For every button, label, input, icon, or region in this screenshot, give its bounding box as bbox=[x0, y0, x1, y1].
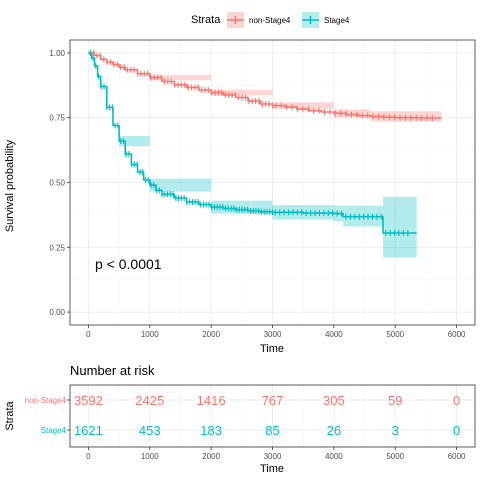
risk-cell-non-stage4: 305 bbox=[323, 393, 345, 408]
x-tick-label: 3000 bbox=[264, 330, 282, 339]
risk-table-x-ticks: 0 1000 2000 3000 4000 5000 6000 bbox=[86, 447, 466, 461]
risk-x-tick-label: 3000 bbox=[264, 452, 282, 461]
risk-x-tick-label: 5000 bbox=[386, 452, 404, 461]
y-tick-label: 1.00 bbox=[49, 49, 65, 58]
risk-cell-stage4: 85 bbox=[265, 423, 279, 438]
x-axis-title: Time bbox=[260, 343, 284, 355]
risk-cell-non-stage4: 1416 bbox=[197, 393, 226, 408]
legend-label-stage4: Stage4 bbox=[324, 16, 350, 25]
risk-cell-stage4: 3 bbox=[392, 423, 399, 438]
risk-table-row-labels: non-Stage4 Stage4 bbox=[25, 396, 70, 435]
risk-table-cells: 3592 2425 1416 767 305 59 0 1621 453 183 85 26 3 0 bbox=[74, 393, 460, 438]
x-tick-label: 2000 bbox=[202, 330, 220, 339]
risk-cell-stage4: 453 bbox=[139, 423, 161, 438]
risk-cell-stage4: 1621 bbox=[74, 423, 103, 438]
x-axis-ticks: 0 1000 2000 3000 4000 5000 6000 bbox=[86, 325, 466, 339]
censor-marks bbox=[89, 49, 434, 237]
risk-x-tick-label: 6000 bbox=[448, 452, 466, 461]
risk-cell-stage4: 183 bbox=[200, 423, 222, 438]
risk-x-tick-label: 2000 bbox=[202, 452, 220, 461]
legend-title: Strata bbox=[191, 14, 221, 26]
legend-label-non-stage4: non-Stage4 bbox=[249, 16, 291, 25]
y-axis-ticks: 0.00 0.25 0.50 0.75 1.00 bbox=[49, 49, 70, 317]
risk-table-x-title: Time bbox=[260, 463, 284, 475]
y-tick-label: 0.25 bbox=[49, 243, 65, 252]
risk-cell-non-stage4: 767 bbox=[262, 393, 284, 408]
risk-x-tick-label: 1000 bbox=[141, 452, 159, 461]
risk-x-tick-label: 4000 bbox=[325, 452, 343, 461]
risk-row-label: non-Stage4 bbox=[25, 396, 67, 405]
confidence-bands bbox=[88, 53, 442, 258]
x-tick-label: 1000 bbox=[141, 330, 159, 339]
x-tick-label: 6000 bbox=[448, 330, 466, 339]
y-tick-label: 0.00 bbox=[49, 308, 65, 317]
legend: Strata non-Stage4 Stage4 bbox=[191, 12, 350, 28]
risk-table-title: Number at risk bbox=[70, 363, 155, 378]
risk-row-label: Stage4 bbox=[41, 426, 67, 435]
risk-table-y-title: Strata bbox=[4, 400, 16, 430]
confidence-band-stage4 bbox=[88, 53, 417, 258]
x-tick-label: 4000 bbox=[325, 330, 343, 339]
risk-table-grid bbox=[70, 385, 475, 447]
y-tick-label: 0.50 bbox=[49, 179, 65, 188]
risk-cell-stage4: 0 bbox=[453, 423, 460, 438]
x-tick-label: 0 bbox=[86, 330, 91, 339]
y-tick-label: 0.75 bbox=[49, 114, 65, 123]
risk-cell-stage4: 26 bbox=[327, 423, 341, 438]
main-plot-grid bbox=[70, 40, 475, 325]
survival-line-stage4 bbox=[88, 52, 417, 234]
p-value-annotation: p < 0.0001 bbox=[95, 256, 162, 272]
y-axis-title: Survival probability bbox=[4, 139, 16, 232]
risk-cell-non-stage4: 0 bbox=[453, 393, 460, 408]
x-tick-label: 5000 bbox=[386, 330, 404, 339]
risk-cell-non-stage4: 3592 bbox=[74, 393, 103, 408]
risk-cell-non-stage4: 59 bbox=[388, 393, 402, 408]
risk-x-tick-label: 0 bbox=[86, 452, 91, 461]
confidence-band-non-stage4 bbox=[88, 53, 442, 125]
risk-cell-non-stage4: 2425 bbox=[135, 393, 164, 408]
